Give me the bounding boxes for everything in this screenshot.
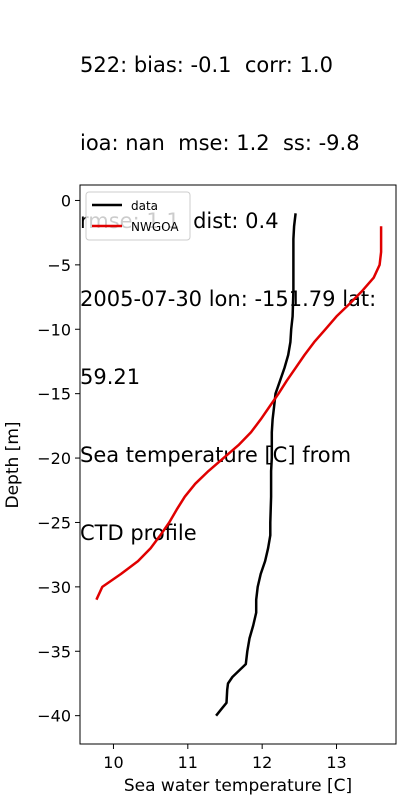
y-tick-label: −25 bbox=[37, 513, 71, 532]
y-tick-label: −10 bbox=[37, 320, 71, 339]
y-tick-label: −15 bbox=[37, 385, 71, 404]
title-line: 59.21 bbox=[80, 365, 141, 389]
series-line-data bbox=[215, 213, 297, 717]
series-layer bbox=[95, 213, 383, 717]
x-axis: 10 11 12 13 bbox=[103, 744, 347, 772]
x-tick-label: 13 bbox=[326, 753, 346, 772]
y-tick-label: −20 bbox=[37, 449, 71, 468]
legend-label-data: data bbox=[131, 199, 158, 213]
title-line: 522: bias: -0.1 corr: 1.0 bbox=[80, 53, 333, 77]
y-tick-label: −5 bbox=[47, 256, 71, 275]
legend-label-nwgoa: NWGOA bbox=[131, 220, 179, 234]
title-line: CTD profile bbox=[80, 521, 197, 545]
x-tick-label: 10 bbox=[103, 753, 123, 772]
title-line: 2005-07-30 lon: -151.79 lat: bbox=[80, 287, 377, 311]
y-axis: 0 −5 −10 −15 −20 −25 −30 −35 −40 bbox=[37, 191, 80, 726]
y-tick-label: −30 bbox=[37, 578, 71, 597]
title-line: ioa: nan mse: 1.2 ss: -9.8 bbox=[80, 131, 360, 155]
title-line: Sea temperature [C] from bbox=[80, 443, 352, 467]
y-tick-label: −40 bbox=[37, 707, 71, 726]
y-tick-label: −35 bbox=[37, 642, 71, 661]
x-tick-label: 11 bbox=[178, 753, 198, 772]
y-axis-label: Depth [m] bbox=[3, 421, 23, 508]
y-tick-label: 0 bbox=[61, 191, 71, 210]
plot-area-frame bbox=[79, 184, 397, 745]
series-line-nwgoa bbox=[95, 226, 383, 601]
x-axis-label: Sea water temperature [C] bbox=[124, 776, 352, 796]
x-tick-label: 12 bbox=[252, 753, 272, 772]
legend: data NWGOA bbox=[85, 191, 191, 241]
